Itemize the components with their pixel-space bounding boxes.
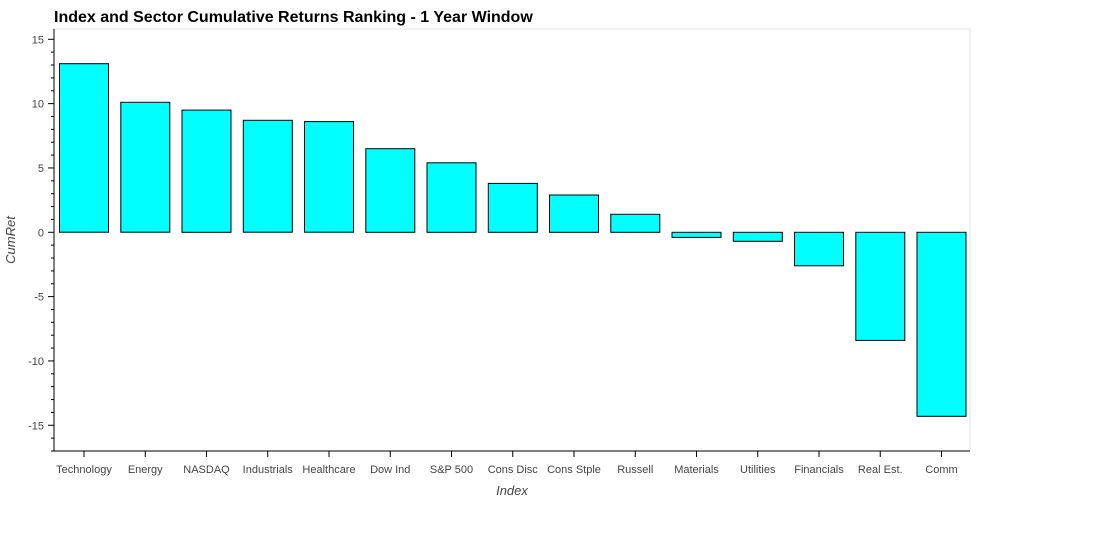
y-tick-label: -15: [28, 420, 44, 432]
bar-industrials: [242, 119, 293, 233]
bar-comm: [916, 231, 967, 417]
y-axis-label: CumRet: [3, 215, 18, 264]
x-tick-label: Energy: [128, 464, 163, 476]
x-tick-label: Healthcare: [302, 464, 355, 476]
bar-cons-disc: [487, 182, 538, 233]
y-tick-label: -5: [34, 292, 44, 304]
bar-materials: [671, 231, 722, 238]
y-tick-label: 0: [38, 227, 44, 239]
bar-cons-stple: [549, 194, 599, 233]
bar-russell: [610, 213, 661, 233]
x-axis: Technology Energy NASDAQ Industrials Healthc…: [54, 450, 970, 476]
bar-nasdaq: [181, 109, 232, 233]
bar-utilities: [732, 231, 783, 242]
bar-real-est: [855, 231, 906, 341]
bar-s-p-500: [426, 162, 477, 233]
y-tick-label: 5: [38, 163, 44, 175]
x-tick-label: Cons Disc: [488, 464, 539, 476]
chart-title: Index and Sector Cumulative Returns Rank…: [54, 9, 533, 26]
x-tick-label: Dow Ind: [370, 464, 410, 476]
x-tick-label: Materials: [674, 464, 719, 476]
y-tick-label: -10: [28, 356, 44, 368]
bar-financials: [794, 231, 844, 267]
x-tick-label: S&P 500: [430, 464, 473, 476]
x-tick-label: Comm: [925, 464, 957, 476]
x-tick-label: NASDAQ: [183, 464, 230, 476]
x-tick-label: Russell: [617, 464, 653, 476]
x-axis-label: Index: [496, 483, 528, 498]
x-tick-label: Utilities: [740, 464, 776, 476]
bars-group: [59, 63, 967, 417]
bar-healthcare: [304, 121, 354, 233]
y-tick-label: 10: [32, 99, 44, 111]
x-tick-label: Real Est.: [858, 464, 903, 476]
y-tick-label: 15: [32, 34, 44, 46]
bar-dow-ind: [365, 148, 416, 233]
x-tick-label: Industrials: [243, 464, 294, 476]
bar-technology: [59, 63, 109, 233]
x-tick-label: Technology: [56, 464, 112, 476]
x-tick-label: Cons Stple: [547, 464, 601, 476]
y-axis: -15 -10 -5 0 5 10 15: [28, 29, 55, 452]
bar-energy: [120, 101, 171, 233]
x-tick-label: Financials: [794, 464, 844, 476]
